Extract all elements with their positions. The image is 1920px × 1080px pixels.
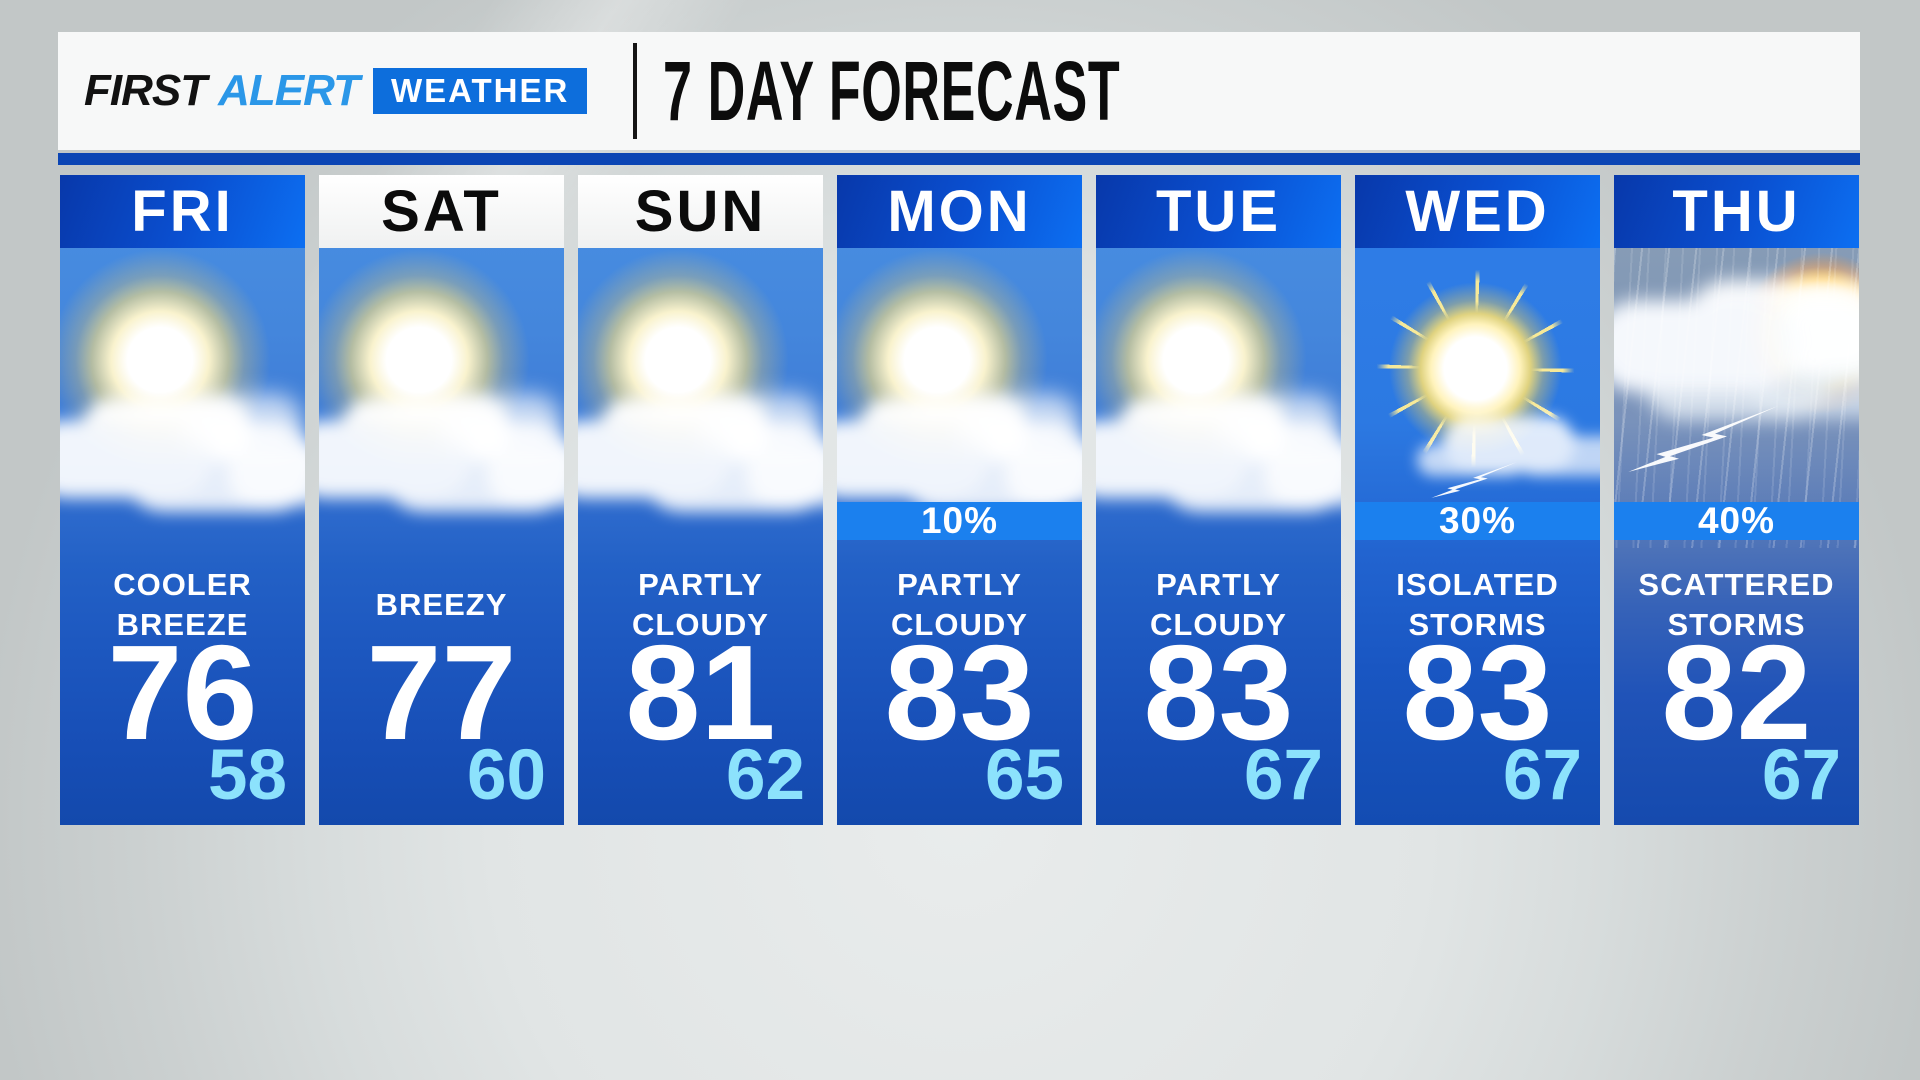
sun-behind-cloud-icon: [1096, 245, 1341, 502]
condition-line: CLOUDY: [632, 607, 769, 642]
condition-line: STORMS: [1667, 607, 1806, 642]
cloud-icon: [837, 420, 990, 498]
cloud-icon: [60, 420, 213, 498]
high-temp: 81: [625, 617, 776, 768]
low-temp: 67: [1244, 736, 1323, 815]
condition-line: ISOLATED: [1396, 567, 1559, 602]
low-temp: 62: [726, 736, 805, 815]
high-temp: 83: [884, 617, 1035, 768]
day-label: THU: [1614, 175, 1859, 248]
day-label: FRI: [60, 175, 305, 248]
brand-alert-text: ALERT: [218, 66, 360, 115]
forecast-columns: FRI COOLER BREEZE 76 58 SAT BREEZY 77 60…: [60, 175, 1860, 825]
day-label: SUN: [578, 175, 823, 248]
forecast-column-thu: THU 40% SCATTERED STORMS 82 67: [1614, 175, 1859, 825]
condition-line: PARTLY: [897, 567, 1022, 602]
header-divider-line: [633, 43, 638, 139]
condition-line: PARTLY: [638, 567, 763, 602]
header-bar: FIRST ALERT WEATHER 7 DAY FORECAST: [58, 32, 1860, 150]
high-temp: 82: [1661, 617, 1812, 768]
cloud-icon: [578, 420, 731, 498]
condition-line: CLOUDY: [1150, 607, 1287, 642]
condition-text: BREEZY: [319, 563, 564, 647]
sun-behind-cloud-icon: [319, 245, 564, 502]
brand-first-text: FIRST: [84, 66, 207, 115]
condition-line: PARTLY: [1156, 567, 1281, 602]
condition-text: ISOLATED STORMS: [1355, 563, 1600, 647]
forecast-column-mon: MON 10% PARTLY CLOUDY 83 65: [837, 175, 1082, 825]
storm-cloud-icon: [1614, 300, 1797, 392]
high-temp: 77: [366, 617, 517, 768]
cloud-icon: [319, 420, 472, 498]
high-temp: 83: [1143, 617, 1294, 768]
low-temp: 58: [208, 736, 287, 815]
forecast-column-wed: WED 30% ISOLATED STORMS 83 67: [1355, 175, 1600, 825]
condition-text: PARTLY CLOUDY: [1096, 563, 1341, 647]
header-blue-rule: [58, 153, 1860, 165]
sun-rays-storm-cloud-icon: [1355, 248, 1600, 502]
sun-behind-cloud-icon: [578, 245, 823, 502]
condition-line: BREEZE: [116, 607, 249, 642]
condition-text: PARTLY CLOUDY: [578, 563, 823, 647]
condition-text: PARTLY CLOUDY: [837, 563, 1082, 647]
high-temp: 83: [1402, 617, 1553, 768]
cloud-icon: [1096, 420, 1249, 498]
day-label: TUE: [1096, 175, 1341, 248]
rain-streaks-icon: [1614, 248, 1859, 548]
low-temp: 67: [1503, 736, 1582, 815]
precip-chance-badge: 30%: [1355, 500, 1600, 541]
forecast-column-sun: SUN PARTLY CLOUDY 81 62: [578, 175, 823, 825]
forecast-column-fri: FRI COOLER BREEZE 76 58: [60, 175, 305, 825]
condition-line: SCATTERED: [1638, 567, 1835, 602]
day-label: SAT: [319, 175, 564, 248]
cloud-icon: [1443, 416, 1575, 472]
condition-line: BREEZY: [375, 587, 508, 622]
day-label: MON: [837, 175, 1082, 248]
sun-behind-cloud-icon: [837, 245, 1082, 502]
precip-chance-badge: 10%: [837, 500, 1082, 541]
condition-text: COOLER BREEZE: [60, 563, 305, 647]
sun-behind-cloud-icon: [60, 245, 305, 502]
condition-text: SCATTERED STORMS: [1614, 563, 1859, 647]
storm-cloud-rain-lightning-sun-icon: [1614, 248, 1859, 548]
condition-line: COOLER: [113, 567, 252, 602]
condition-line: STORMS: [1408, 607, 1547, 642]
low-temp: 60: [467, 736, 546, 815]
precip-chance-badge: 40%: [1614, 500, 1859, 541]
page-title: 7 DAY FORECAST: [663, 43, 1121, 138]
forecast-column-tue: TUE PARTLY CLOUDY 83 67: [1096, 175, 1341, 825]
day-label: WED: [1355, 175, 1600, 248]
low-temp: 67: [1762, 736, 1841, 815]
low-temp: 65: [985, 736, 1064, 815]
forecast-column-sat: SAT BREEZY 77 60: [319, 175, 564, 825]
first-alert-weather-logo: FIRST ALERT WEATHER: [84, 66, 588, 116]
condition-line: CLOUDY: [891, 607, 1028, 642]
high-temp: 76: [107, 617, 258, 768]
brand-weather-badge: WEATHER: [372, 68, 588, 114]
